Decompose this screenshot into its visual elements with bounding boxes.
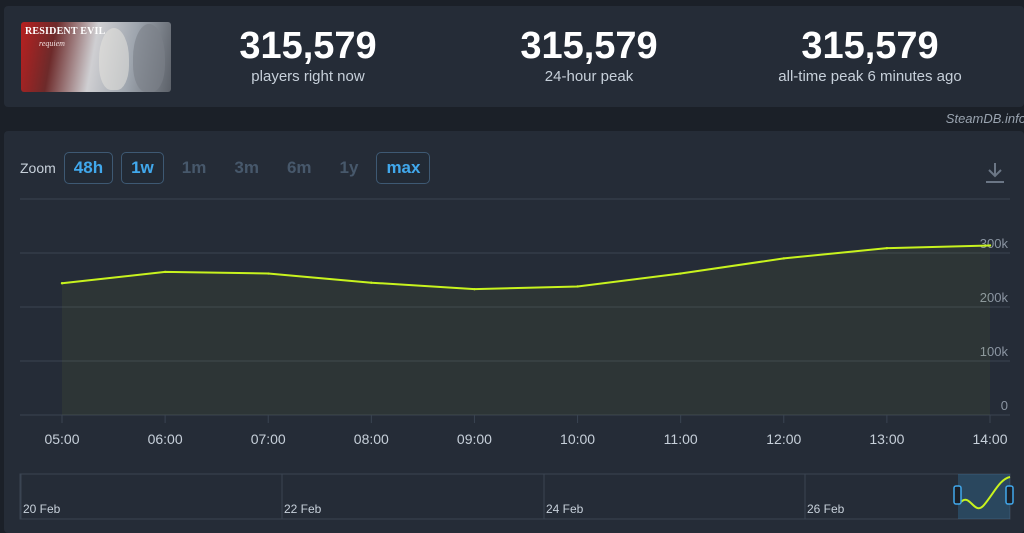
x-tick-label: 05:00 [44,431,79,447]
stat-value: 315,579 [239,25,377,67]
stats-bar: RESIDENT EVIL requiem 315,579 players ri… [4,6,1024,107]
data-point [473,287,476,291]
zoom-label: Zoom [20,160,56,176]
watermark: SteamDB.info [945,111,1024,126]
x-tick-label: 14:00 [972,431,1007,447]
navigator-frame [19,473,1011,520]
y-tick-label: 100k [980,344,1009,359]
series-line [61,244,991,291]
stat-all-time-peak: 315,579 all-time peak 6 minutes ago [740,26,1000,85]
player-chart: 0 100k 200k 300k 05:00 06:00 07:00 08:00 09:00 10… [19,198,1014,520]
thumbnail-figure-left [99,28,129,90]
thumbnail-figure-right [133,24,165,92]
chart-panel: 0 100k 200k 300k 05:00 06:00 07:00 08:00 09:00 10… [4,131,1024,533]
y-tick-label: 200k [980,290,1009,305]
y-tick-label: 0 [1001,398,1008,413]
x-tick-label: 09:00 [457,431,492,447]
stat-24h-peak: 315,579 24-hour peak [459,26,719,85]
data-point [267,272,270,275]
data-point [370,281,373,284]
zoom-button-48h[interactable]: 48h [63,152,114,184]
zoom-button-3m[interactable]: 3m [234,158,259,177]
navigator-series-line [959,476,1011,510]
data-point [885,246,889,250]
navigator-date-label: 24 Feb [546,502,584,516]
zoom-button-6m[interactable]: 6m [286,158,312,177]
series-area [62,245,990,415]
data-point [679,272,682,275]
zoom-button-1y[interactable]: 1y [339,158,359,177]
data-point [163,270,167,274]
x-tick-label: 06:00 [148,431,183,447]
zoom-button-max[interactable]: max [376,152,431,184]
navigator-handle-right [1005,485,1014,505]
thumbnail-subtitle: requiem [39,39,65,48]
data-point [60,282,64,285]
download-icon[interactable] [984,161,1006,185]
y-tick-label: 300k [980,236,1009,251]
stat-label: players right now [251,68,365,85]
navigator-date-label: 20 Feb [23,502,61,516]
x-tick-label: 08:00 [354,431,389,447]
stat-label: 24-hour peak [544,68,634,85]
game-thumbnail[interactable]: RESIDENT EVIL requiem [21,22,171,92]
stat-current-players: 315,579 players right now [178,26,438,85]
stat-value: 315,579 [801,25,939,67]
stat-label: all-time peak 6 minutes ago [778,68,962,85]
data-point [576,285,579,288]
zoom-button-1w[interactable]: 1w [121,152,164,184]
x-tick-label: 11:00 [664,431,698,447]
zoom-button-1m[interactable]: 1m [181,158,207,177]
navigator-handle-left [953,485,962,505]
data-point [988,244,992,247]
x-tick-label: 07:00 [251,431,286,447]
x-tick-label: 12:00 [766,431,801,447]
navigator-date-label: 26 Feb [807,502,845,516]
data-point [782,257,785,260]
thumbnail-title: RESIDENT EVIL [25,26,106,37]
navigator-date-label: 22 Feb [284,502,322,516]
zoom-controls: Zoom 48h 1w 1m 3m 6m 1y max [20,151,438,185]
stat-value: 315,579 [520,25,658,67]
x-tick-label: 10:00 [560,431,595,447]
x-tick-label: 13:00 [869,431,904,447]
